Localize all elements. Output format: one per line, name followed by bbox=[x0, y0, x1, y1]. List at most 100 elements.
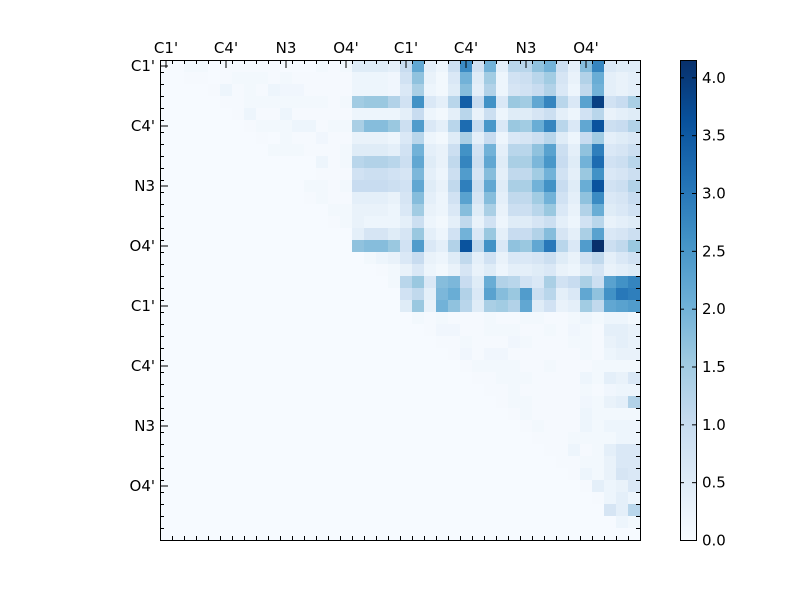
heatmap-cell bbox=[400, 324, 413, 337]
heatmap-cell bbox=[208, 336, 221, 349]
heatmap-cell bbox=[460, 276, 473, 289]
heatmap-cell bbox=[544, 276, 557, 289]
heatmap-cell bbox=[400, 72, 413, 85]
heatmap-cell bbox=[208, 168, 221, 181]
heatmap-cell bbox=[472, 276, 485, 289]
heatmap-cell bbox=[340, 288, 353, 301]
heatmap-cell bbox=[424, 108, 437, 121]
heatmap-cell bbox=[628, 120, 641, 133]
heatmap-cell bbox=[244, 396, 257, 409]
heatmap-cell bbox=[424, 384, 437, 397]
heatmap-cell bbox=[280, 276, 293, 289]
heatmap-cell bbox=[256, 516, 269, 529]
heatmap-cell bbox=[568, 384, 581, 397]
heatmap-cell bbox=[556, 336, 569, 349]
heatmap-cell bbox=[520, 204, 533, 217]
heatmap-cell bbox=[472, 384, 485, 397]
heatmap-cell bbox=[364, 432, 377, 445]
heatmap-cell bbox=[580, 492, 593, 505]
heatmap-cell bbox=[604, 144, 617, 157]
heatmap-cell bbox=[412, 468, 425, 481]
heatmap-cell bbox=[292, 408, 305, 421]
heatmap-cell bbox=[292, 156, 305, 169]
heatmap-cell bbox=[604, 288, 617, 301]
heatmap-cell bbox=[604, 372, 617, 385]
heatmap-cell bbox=[628, 228, 641, 241]
heatmap-cell bbox=[616, 216, 629, 229]
heatmap-cell bbox=[268, 96, 281, 109]
heatmap-cell bbox=[508, 396, 521, 409]
heatmap-cell bbox=[436, 408, 449, 421]
heatmap-cell bbox=[316, 420, 329, 433]
heatmap-cell bbox=[592, 288, 605, 301]
heatmap-cell bbox=[184, 324, 197, 337]
heatmap-cell bbox=[292, 348, 305, 361]
heatmap-cell bbox=[244, 216, 257, 229]
heatmap-cell bbox=[328, 480, 341, 493]
heatmap-cell bbox=[604, 120, 617, 133]
heatmap-cell bbox=[352, 420, 365, 433]
heatmap-cell bbox=[352, 288, 365, 301]
heatmap-cell bbox=[496, 348, 509, 361]
heatmap-cell bbox=[388, 180, 401, 193]
colorbar-tick-label: 2.0 bbox=[702, 300, 726, 318]
heatmap-cell bbox=[412, 360, 425, 373]
heatmap-cell bbox=[316, 360, 329, 373]
heatmap-cell bbox=[220, 84, 233, 97]
heatmap-cell bbox=[328, 492, 341, 505]
heatmap-cell bbox=[280, 348, 293, 361]
heatmap-cell bbox=[184, 156, 197, 169]
heatmap-cell bbox=[316, 180, 329, 193]
heatmap-cell bbox=[604, 168, 617, 181]
heatmap-cell bbox=[316, 72, 329, 85]
heatmap-cell bbox=[412, 456, 425, 469]
heatmap-cell bbox=[352, 228, 365, 241]
heatmap-cell bbox=[304, 288, 317, 301]
heatmap-cell bbox=[172, 372, 185, 385]
heatmap-cell bbox=[424, 252, 437, 265]
heatmap-cell bbox=[508, 324, 521, 337]
heatmap-cell bbox=[388, 168, 401, 181]
heatmap-cell bbox=[196, 96, 209, 109]
heatmap-cell bbox=[172, 228, 185, 241]
heatmap-cell bbox=[256, 360, 269, 373]
heatmap-cell bbox=[268, 336, 281, 349]
heatmap-cell bbox=[316, 168, 329, 181]
heatmap-cell bbox=[340, 228, 353, 241]
heatmap-cell bbox=[232, 324, 245, 337]
heatmap-cell bbox=[184, 432, 197, 445]
heatmap-cell bbox=[616, 240, 629, 253]
heatmap-cell bbox=[352, 156, 365, 169]
heatmap-cell bbox=[460, 516, 473, 529]
heatmap-cell bbox=[460, 396, 473, 409]
heatmap-cell bbox=[484, 360, 497, 373]
heatmap-cell bbox=[316, 300, 329, 313]
heatmap-cell bbox=[196, 336, 209, 349]
heatmap-cell bbox=[316, 324, 329, 337]
heatmap-cell bbox=[604, 312, 617, 325]
heatmap-cell bbox=[400, 348, 413, 361]
heatmap-cell bbox=[328, 96, 341, 109]
heatmap-cell bbox=[364, 180, 377, 193]
heatmap-cell bbox=[412, 60, 425, 73]
heatmap-cell bbox=[424, 312, 437, 325]
heatmap-cell bbox=[292, 84, 305, 97]
heatmap-cell bbox=[388, 216, 401, 229]
heatmap-cell bbox=[532, 372, 545, 385]
heatmap-cell bbox=[280, 480, 293, 493]
heatmap-cell bbox=[520, 240, 533, 253]
heatmap-cell bbox=[448, 216, 461, 229]
heatmap-cell bbox=[364, 336, 377, 349]
heatmap-cell bbox=[400, 216, 413, 229]
heatmap-cell bbox=[544, 492, 557, 505]
heatmap-cell bbox=[592, 276, 605, 289]
heatmap-cell bbox=[448, 324, 461, 337]
heatmap-cell bbox=[508, 216, 521, 229]
heatmap-cell bbox=[364, 216, 377, 229]
heatmap-cell bbox=[400, 288, 413, 301]
heatmap-cell bbox=[244, 456, 257, 469]
heatmap-cell bbox=[628, 300, 641, 313]
heatmap-cell bbox=[160, 372, 173, 385]
heatmap-cell bbox=[256, 444, 269, 457]
heatmap-cell bbox=[616, 528, 629, 541]
